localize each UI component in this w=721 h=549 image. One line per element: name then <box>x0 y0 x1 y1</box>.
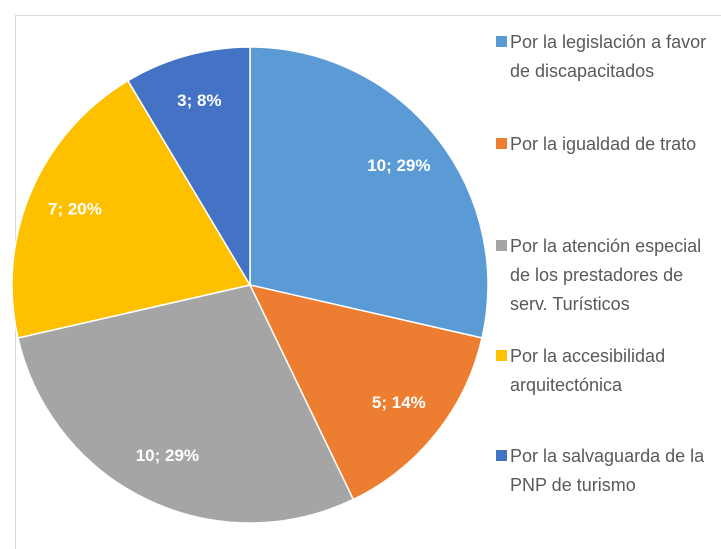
pie-slice <box>249 46 489 339</box>
pie-slice <box>126 46 251 288</box>
legend-swatch <box>496 450 507 461</box>
legend-label: Por la igualdad de trato <box>510 134 697 154</box>
data-label: 5; 14% <box>372 393 426 412</box>
pie-slice <box>11 79 252 339</box>
legend-label: Por la accesibilidad arquitectónica <box>510 346 666 395</box>
legend-label: Por la salvaguarda de la PNP de turismo <box>510 446 705 495</box>
legend-swatch <box>496 36 507 47</box>
legend-swatch <box>496 350 507 361</box>
legend-swatch <box>496 240 507 251</box>
data-label: 10; 29% <box>367 156 430 175</box>
data-label: 3; 8% <box>177 91 221 110</box>
legend-swatch <box>496 138 507 149</box>
pie-slice <box>17 284 355 524</box>
data-label: 10; 29% <box>136 446 199 465</box>
legend-label: Por la legislación a favor de discapacit… <box>510 32 707 81</box>
pie-slice <box>248 283 483 501</box>
legend-label: Por la atención especial de los prestado… <box>510 236 702 314</box>
data-label: 7; 20% <box>48 200 102 219</box>
